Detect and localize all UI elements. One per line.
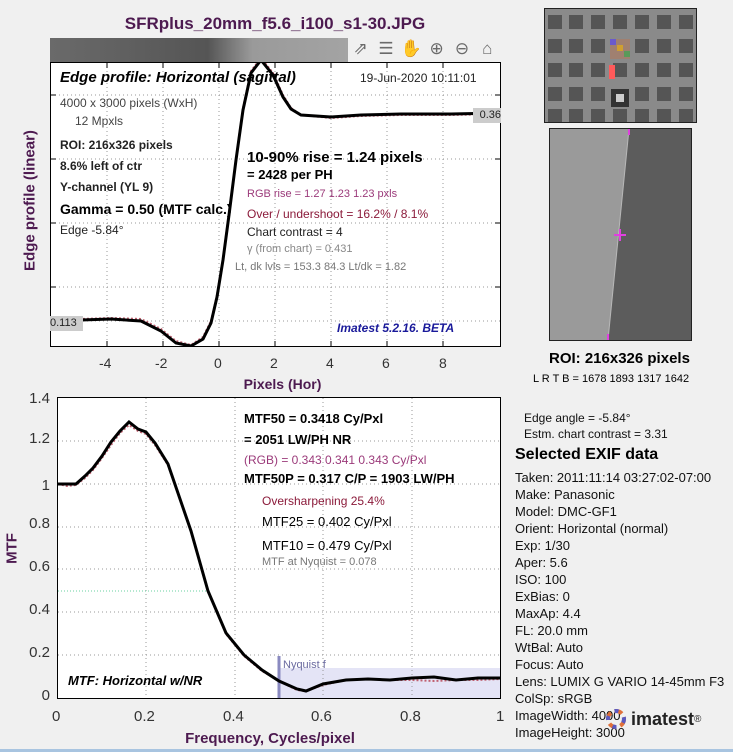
xtick: 0.4 bbox=[223, 708, 244, 725]
exif-row: ColSp: sRGB bbox=[515, 691, 593, 706]
exif-row: MaxAp: 4.4 bbox=[515, 606, 581, 621]
imatest-logo: imatest ® bbox=[605, 708, 701, 730]
exif-row: Taken: 2011:11:14 03:27:02-07:00 bbox=[515, 470, 712, 485]
ytick: 1.4 bbox=[29, 390, 50, 407]
pan-hand-icon[interactable]: ✋ bbox=[400, 39, 422, 58]
ytick: 0.8 bbox=[29, 515, 50, 532]
gamma: Gamma = 0.50 (MTF calc.) bbox=[60, 201, 232, 217]
exif-row: Make: Panasonic bbox=[515, 487, 615, 502]
rgb-mtf50: (RGB) = 0.343 0.341 0.343 Cy/Pxl bbox=[244, 453, 427, 467]
left-level-marker: 0.113 bbox=[50, 316, 83, 331]
imatest-logo-text: imatest bbox=[631, 708, 695, 729]
image-dimensions: 4000 x 3000 pixels (WxH) bbox=[60, 96, 198, 110]
xtick: -4 bbox=[99, 355, 112, 371]
zoom-in-icon[interactable]: ⊕ bbox=[429, 39, 444, 58]
mtf-plot-ylabel: MTF bbox=[3, 533, 21, 564]
light-dark-levels: Lt, dk lvls = 153.3 84.3 Lt/dk = 1.82 bbox=[235, 261, 407, 273]
edge-profile-plot[interactable]: Edge profile: Horizontal (sagittal) 19-J… bbox=[50, 62, 501, 347]
roi-size: ROI: 216x326 pixels bbox=[60, 138, 173, 152]
xtick: 8 bbox=[439, 355, 447, 371]
roi-position: 8.6% left of ctr bbox=[60, 159, 143, 173]
edge-angle: Edge -5.84° bbox=[60, 223, 124, 237]
exif-row: ImageHeight: 3000 bbox=[515, 725, 625, 740]
mtf-plot-xlabel: Frequency, Cycles/pixel bbox=[185, 730, 355, 747]
mtf10-result: MTF10 = 0.479 Cy/Pxl bbox=[262, 538, 392, 553]
exif-row: Lens: LUMIX G VARIO 14-45mm F3 bbox=[515, 674, 725, 689]
zoom-out-icon[interactable]: ⊖ bbox=[454, 39, 470, 58]
xtick: 1 bbox=[496, 708, 505, 725]
ytick: 0.2 bbox=[29, 644, 50, 661]
plot-toolbar: ⇗ ☰ ✋ ⊕ ⊖ ⌂ bbox=[348, 36, 500, 62]
gamma-from-chart: γ (from chart) = 0.431 bbox=[247, 243, 353, 255]
xtick: 0.8 bbox=[400, 708, 421, 725]
edge-plot-title: Edge profile: Horizontal (sagittal) bbox=[60, 69, 296, 86]
imatest-version: Imatest 5.2.16. BETA bbox=[337, 321, 455, 335]
xtick: 2 bbox=[270, 355, 278, 371]
channel: Y-channel (YL 9) bbox=[60, 180, 154, 194]
roi-edge-angle: Edge angle = -5.84° bbox=[524, 411, 631, 425]
overshoot: Over / undershoot = 16.2% / 8.1% bbox=[247, 207, 429, 221]
ytick: 0.4 bbox=[29, 601, 50, 618]
mtf-plot-yticks: 0 0.2 0.4 0.6 0.8 1 1.2 1.4 bbox=[20, 390, 50, 710]
mtf-plot-title: MTF: Horizontal w/NR bbox=[68, 673, 203, 688]
mtf50p-result: MTF50P = 0.317 C/P = 1903 LW/PH bbox=[244, 471, 455, 486]
exif-row: Aper: 5.6 bbox=[515, 555, 568, 570]
xtick: 0.2 bbox=[134, 708, 155, 725]
exif-row: WtBal: Auto bbox=[515, 640, 583, 655]
edge-plot-xticks: -4 -2 0 2 4 6 8 bbox=[0, 355, 520, 371]
registered-mark: ® bbox=[694, 713, 702, 725]
exif-list: Taken: 2011:11:14 03:27:02-07:00 Make: P… bbox=[515, 469, 724, 741]
roi-crop-image[interactable] bbox=[549, 128, 692, 341]
mtf-plot-xticks: 0 0.2 0.4 0.6 0.8 1 bbox=[0, 708, 520, 725]
edge-plot-ylabel: Edge profile (linear) bbox=[21, 130, 39, 271]
exif-row: Model: DMC-GF1 bbox=[515, 504, 617, 519]
xtick: 0 bbox=[52, 708, 61, 725]
chart-contrast: Chart contrast = 4 bbox=[247, 225, 343, 239]
data-tip-icon[interactable]: ☰ bbox=[378, 39, 394, 58]
mtf50-result: MTF50 = 0.3418 Cy/Pxl bbox=[244, 411, 384, 426]
ytick: 0.6 bbox=[29, 558, 50, 575]
xtick: 0 bbox=[214, 355, 222, 371]
right-level-marker: 0.36 bbox=[473, 108, 501, 123]
exif-row: ISO: 100 bbox=[515, 572, 567, 587]
megapixels: 12 Mpxls bbox=[75, 114, 124, 128]
per-ph-result: = 2428 per PH bbox=[247, 167, 333, 182]
oversharpening: Oversharpening 25.4% bbox=[262, 494, 385, 508]
exif-row: Orient: Horizontal (normal) bbox=[515, 521, 669, 536]
mtf-at-nyquist: MTF at Nyquist = 0.078 bbox=[262, 556, 377, 568]
roi-panel-lrtb: L R T B = 1678 1893 1317 1642 bbox=[533, 373, 690, 385]
export-icon[interactable]: ⇗ bbox=[353, 39, 368, 58]
exif-row: FL: 20.0 mm bbox=[515, 623, 588, 638]
lwph-result: = 2051 LW/PH NR bbox=[244, 432, 352, 447]
exif-row: Exp: 1/30 bbox=[515, 538, 570, 553]
rise-result: 10-90% rise = 1.24 pixels bbox=[247, 149, 423, 166]
xtick: 6 bbox=[382, 355, 390, 371]
roi-panel-size: ROI: 216x326 pixels bbox=[549, 350, 690, 367]
exif-heading: Selected EXIF data bbox=[515, 446, 659, 463]
nyquist-label: Nyquist f bbox=[283, 659, 326, 671]
exif-row: ExBias: 0 bbox=[515, 589, 570, 604]
exif-row: Focus: Auto bbox=[515, 657, 584, 672]
xtick: 4 bbox=[326, 355, 334, 371]
ytick: 1 bbox=[41, 477, 50, 494]
edge-plot-xlabel: Pixels (Hor) bbox=[243, 376, 322, 392]
mtf25-result: MTF25 = 0.402 Cy/Pxl bbox=[262, 514, 392, 529]
window-title: SFRplus_20mm_f5.6_i100_s1-30.JPG bbox=[124, 14, 426, 33]
imatest-logo-icon bbox=[606, 709, 626, 729]
chart-thumbnail[interactable] bbox=[544, 8, 697, 123]
exif-row: ImageWidth: 4000 bbox=[515, 708, 621, 723]
ytick: 1.2 bbox=[29, 430, 50, 447]
xtick: 0.6 bbox=[311, 708, 332, 725]
edge-plot-date: 19-Jun-2020 10:11:01 bbox=[360, 71, 477, 85]
bottom-border bbox=[0, 749, 733, 752]
rgb-rise: RGB rise = 1.27 1.23 1.23 pxls bbox=[247, 188, 398, 200]
ytick: 0 bbox=[41, 687, 50, 704]
home-icon[interactable]: ⌂ bbox=[482, 39, 493, 58]
xtick: -2 bbox=[155, 355, 168, 371]
mtf-plot[interactable]: MTF50 = 0.3418 Cy/Pxl = 2051 LW/PH NR (R… bbox=[57, 397, 501, 699]
roi-chart-contrast: Estm. chart contrast = 3.31 bbox=[524, 427, 668, 441]
